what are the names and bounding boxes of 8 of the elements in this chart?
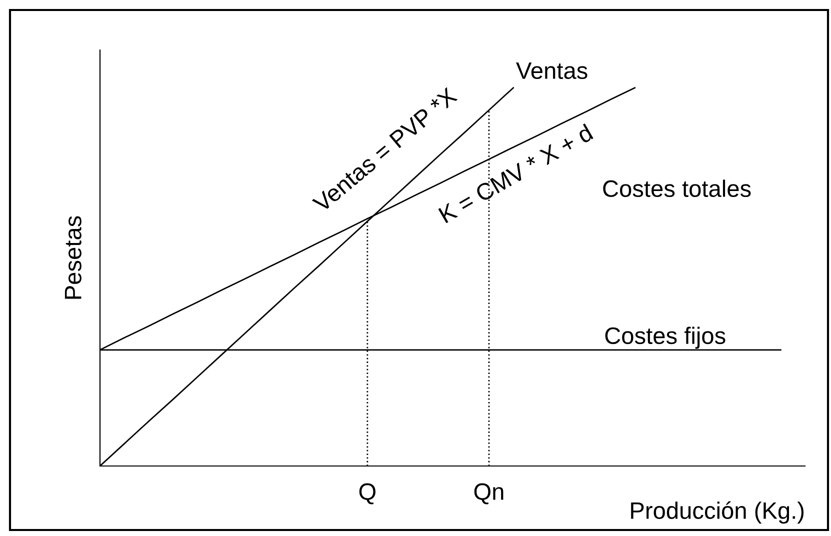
series-label: Costes fijos xyxy=(605,326,726,349)
series-label: Ventas xyxy=(516,62,588,80)
annotation: K = CMV * X + d xyxy=(438,123,594,224)
y-axis-title: Pesetas xyxy=(64,216,82,299)
x-axis-title: Producción (Kg.) xyxy=(631,501,804,524)
text: Costes totales xyxy=(603,180,751,198)
x-tick-label: Qn xyxy=(474,483,504,504)
x-tick-label: Q xyxy=(359,483,376,504)
